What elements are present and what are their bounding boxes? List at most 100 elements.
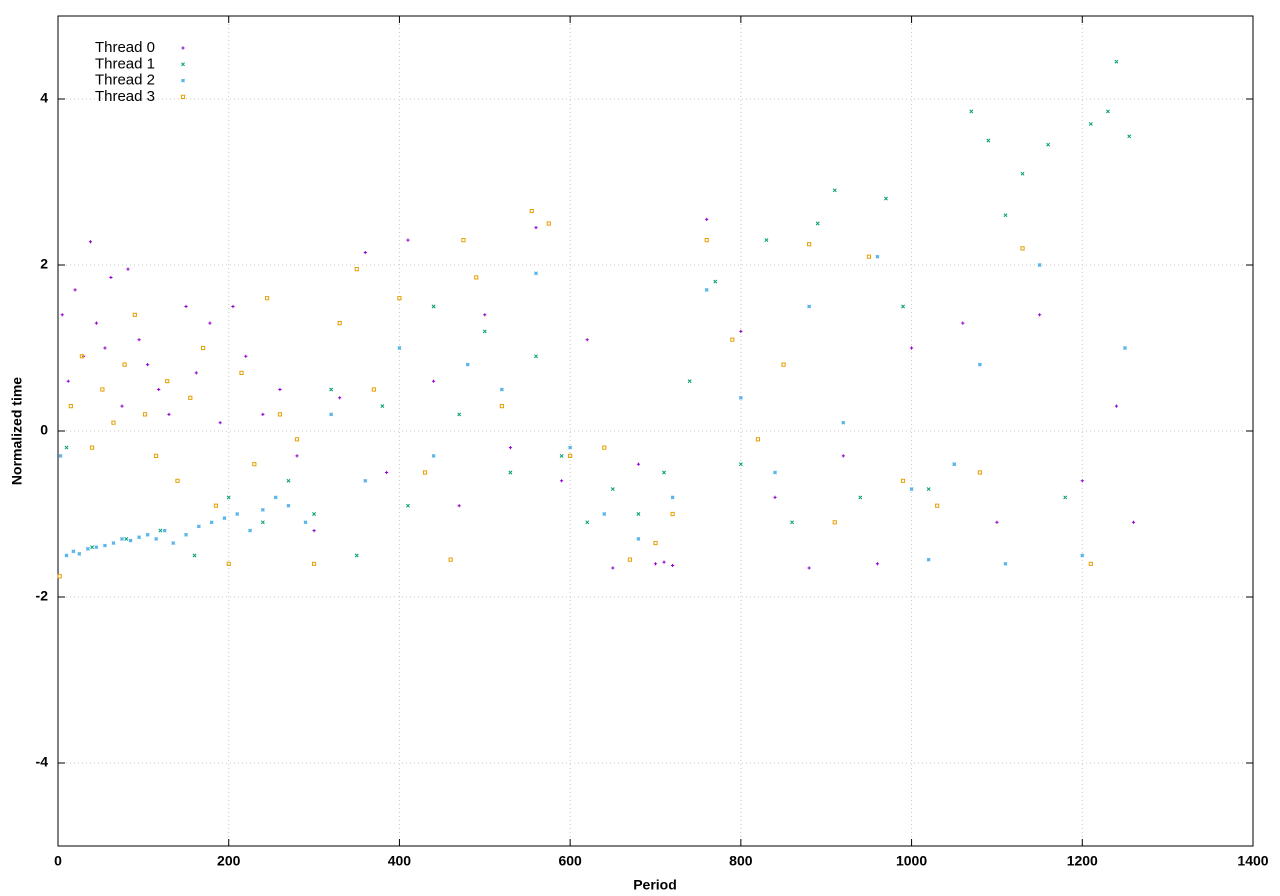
point (474, 275, 479, 280)
legend-label: Thread 3 (95, 88, 155, 105)
point (1088, 561, 1093, 566)
point (1020, 171, 1025, 176)
point (71, 549, 76, 554)
point (764, 238, 769, 243)
point (184, 532, 188, 537)
y-tick-label: -2 (36, 588, 49, 604)
point (611, 566, 615, 570)
point (146, 363, 150, 367)
point (807, 566, 811, 570)
point (534, 354, 538, 359)
point (977, 470, 982, 475)
point (260, 520, 265, 525)
point (277, 412, 283, 417)
y-tick-label: 2 (40, 256, 48, 272)
point (338, 396, 342, 400)
point (158, 528, 163, 533)
point (252, 462, 257, 467)
x-tick-label: 800 (729, 853, 753, 869)
point (627, 557, 632, 562)
point (841, 420, 846, 425)
point (832, 520, 837, 525)
series-1 (64, 59, 1132, 558)
point (124, 536, 129, 541)
point (192, 553, 197, 558)
x-tick-label: 200 (217, 853, 241, 869)
x-tick-label: 1400 (1237, 853, 1268, 869)
legend-label: Thread 1 (95, 55, 155, 72)
y-tick-label: 4 (40, 90, 48, 106)
point (154, 536, 159, 541)
legend-marker (181, 46, 185, 50)
plot-frame (57, 15, 1254, 847)
point (585, 520, 590, 525)
point (422, 470, 428, 475)
point (222, 516, 227, 521)
point (194, 371, 198, 375)
point (64, 445, 69, 450)
point (926, 487, 931, 492)
point (926, 557, 931, 562)
point (273, 495, 278, 500)
x-tick-label: 600 (558, 853, 582, 869)
point (1131, 520, 1136, 524)
point (995, 520, 999, 524)
point (1003, 213, 1008, 218)
point (508, 446, 512, 450)
point (137, 535, 142, 540)
legend-label: Thread 0 (95, 39, 155, 56)
point (260, 507, 265, 512)
point (499, 387, 504, 392)
point (122, 362, 127, 367)
point (431, 379, 436, 383)
point (286, 478, 291, 483)
point (559, 453, 564, 458)
point (175, 478, 180, 483)
point (1080, 553, 1085, 558)
point (66, 379, 70, 383)
point (977, 362, 982, 367)
point (85, 546, 90, 551)
point (952, 462, 957, 467)
point (832, 188, 837, 193)
point (137, 338, 141, 342)
point (884, 196, 888, 201)
point (58, 453, 63, 458)
point (68, 404, 73, 409)
y-tick-label: -4 (36, 754, 49, 770)
point (157, 387, 161, 392)
point (961, 321, 965, 325)
point (670, 495, 675, 500)
point (244, 354, 248, 358)
x-tick-label: 1200 (1067, 853, 1098, 869)
point (935, 503, 940, 508)
point (337, 321, 342, 326)
point (73, 288, 77, 292)
point (662, 470, 666, 475)
point (397, 296, 402, 301)
point (1088, 121, 1093, 126)
point (738, 395, 743, 400)
point (226, 561, 231, 566)
point (568, 453, 573, 458)
point (64, 553, 69, 558)
point (602, 445, 607, 450)
point (909, 346, 914, 350)
point (534, 226, 538, 230)
point (900, 478, 906, 483)
point (653, 540, 658, 546)
point (1003, 561, 1008, 566)
point (457, 504, 461, 508)
legend-marker (180, 94, 186, 99)
point (329, 412, 334, 417)
point (209, 520, 214, 525)
point (111, 420, 116, 425)
point (738, 462, 743, 467)
point (704, 238, 709, 243)
point (585, 338, 589, 342)
point (866, 254, 871, 259)
point (1114, 404, 1119, 408)
point (102, 543, 107, 548)
point (508, 470, 513, 475)
